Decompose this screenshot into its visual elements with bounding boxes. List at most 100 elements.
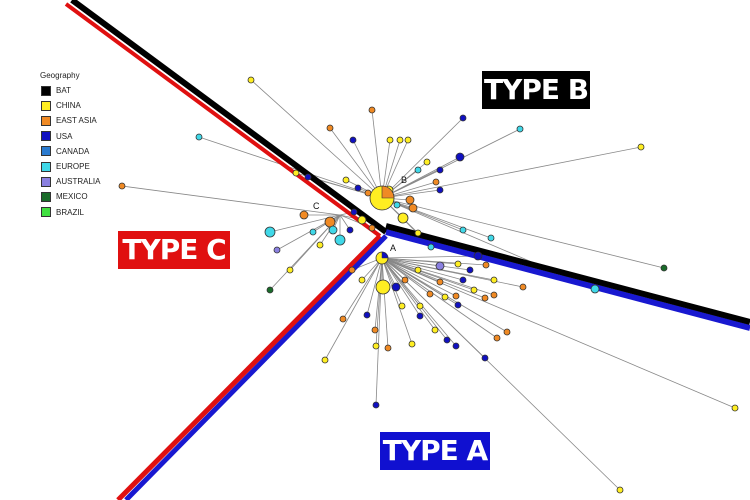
edge — [381, 257, 431, 295]
legend-label: BRAZIL — [56, 207, 85, 217]
edge — [381, 128, 521, 199]
network-node — [339, 315, 347, 323]
legend-label: AUSTRALIA — [56, 177, 101, 187]
network-node — [326, 124, 334, 132]
bat-branch-line — [70, 0, 388, 235]
network-node — [455, 152, 465, 162]
network-node — [334, 234, 346, 246]
network-node — [454, 260, 462, 268]
edge — [381, 117, 464, 199]
network-node — [503, 328, 511, 336]
network-node — [493, 334, 501, 342]
network-node — [414, 166, 422, 174]
legend-label: CANADA — [56, 146, 90, 156]
legend-label: USA — [56, 131, 73, 141]
network-node — [482, 261, 490, 269]
network-node — [266, 286, 274, 294]
legend-item: BRAZIL — [30, 205, 120, 220]
edge — [381, 257, 441, 283]
legend-label: BAT — [56, 86, 71, 96]
type-a-label: TYPE A — [380, 432, 490, 470]
network-node — [273, 246, 281, 254]
network-node — [436, 186, 444, 194]
network-node — [404, 136, 412, 144]
edge — [381, 257, 464, 281]
node-label-c: C — [313, 201, 320, 211]
network-node — [408, 340, 416, 348]
network-node — [342, 176, 350, 184]
network-node — [427, 243, 435, 251]
network-node — [481, 354, 489, 362]
edge — [366, 257, 383, 316]
network-node — [637, 143, 645, 151]
network-node — [441, 293, 449, 301]
network-node — [452, 292, 460, 300]
network-node — [328, 225, 338, 235]
network-node — [490, 276, 498, 284]
edge — [329, 127, 383, 199]
edge — [381, 257, 457, 347]
network-node — [432, 178, 440, 186]
network-node — [264, 226, 276, 238]
network-node — [459, 114, 467, 122]
network-node — [481, 294, 489, 302]
legend-swatch — [41, 191, 51, 202]
type-b-black-line — [385, 223, 750, 325]
network-node — [391, 282, 401, 292]
network-node — [519, 283, 527, 291]
legend-swatch — [41, 176, 51, 187]
edge — [381, 257, 486, 299]
legend-swatch — [41, 161, 51, 172]
edge — [381, 257, 487, 266]
network-node — [416, 312, 424, 320]
network-node — [397, 212, 409, 224]
network-node — [426, 290, 434, 298]
hub-a-wedge — [381, 251, 389, 259]
edge — [381, 257, 524, 288]
network-node — [470, 286, 478, 294]
legend-label: CHINA — [56, 101, 81, 111]
legend-item: EUROPE — [30, 159, 120, 174]
legend-items: BAT CHINA EAST ASIA USA CANADA EUROPE AUSTRALI… — [30, 83, 120, 220]
network-node — [386, 136, 394, 144]
edge — [381, 257, 457, 297]
edge — [381, 257, 421, 317]
network-node — [436, 278, 444, 286]
hub-b-wedge — [381, 185, 395, 199]
network-edges — [121, 79, 736, 491]
network-node — [286, 266, 294, 274]
network-node — [299, 210, 309, 220]
network-node — [401, 276, 409, 284]
node-label-a: A — [390, 243, 396, 253]
legend-item: USA — [30, 129, 120, 144]
network-node — [316, 241, 324, 249]
legend-title: Geography — [40, 71, 80, 80]
edge — [381, 257, 621, 491]
network-node — [349, 136, 357, 144]
type-a-blue-line — [124, 234, 388, 500]
type-c-branch-line — [64, 2, 382, 238]
network-node — [408, 203, 418, 213]
edge — [381, 257, 498, 339]
edge — [371, 109, 383, 199]
edge — [381, 257, 436, 331]
edge — [381, 257, 403, 307]
network-node — [321, 356, 329, 364]
type-b-label: TYPE B — [482, 71, 590, 109]
network-node — [371, 326, 379, 334]
legend-item: AUSTRALIA — [30, 174, 120, 189]
network-node — [324, 216, 336, 228]
legend-label: EUROPE — [56, 162, 90, 172]
network-node — [487, 234, 495, 242]
network-node — [348, 266, 356, 274]
network-node — [436, 166, 444, 174]
network-node — [368, 106, 376, 114]
network-node — [368, 224, 376, 232]
network-node — [423, 158, 431, 166]
network-node — [454, 301, 462, 309]
network-node — [357, 215, 367, 225]
edge — [381, 257, 421, 307]
network-node — [354, 184, 362, 192]
network-node — [660, 264, 668, 272]
